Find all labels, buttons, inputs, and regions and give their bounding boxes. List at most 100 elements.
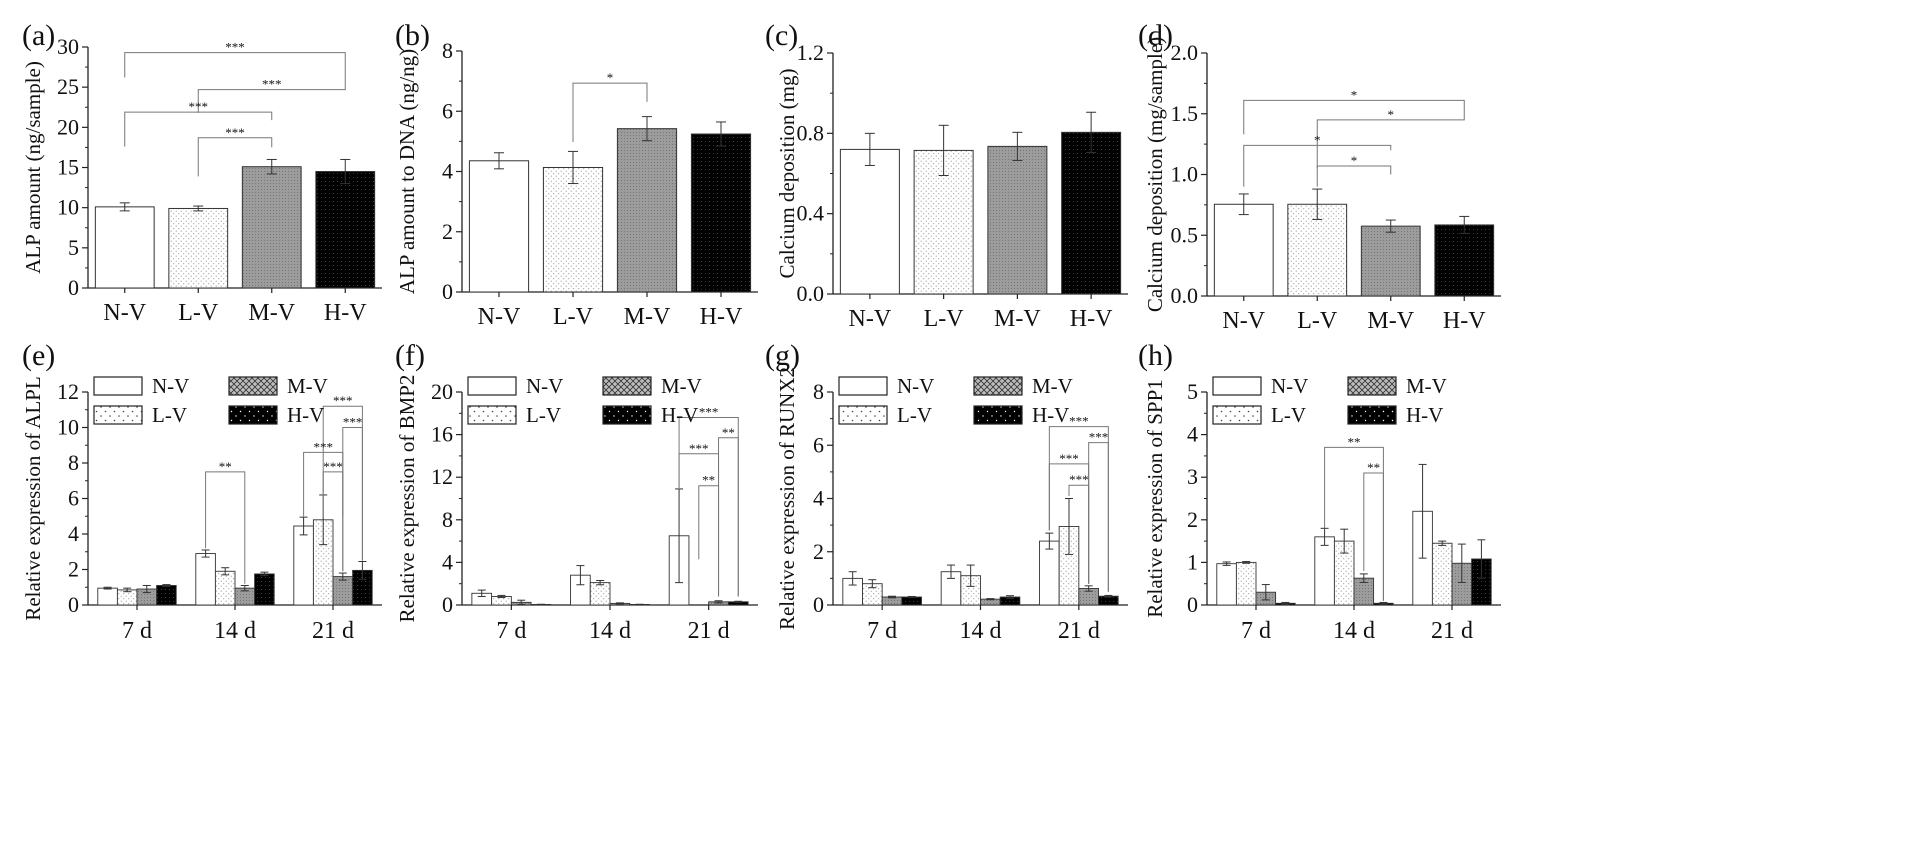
significance-label: ** bbox=[722, 425, 735, 440]
y-axis-label: Calcium deposition (mg) bbox=[775, 69, 799, 279]
x-tick-label: 21 d bbox=[1058, 618, 1100, 644]
legend-swatch-m-v bbox=[602, 376, 652, 396]
y-tick-label: 0 bbox=[68, 592, 79, 617]
bar-l-v bbox=[589, 582, 611, 606]
legend-swatch-l-v bbox=[1212, 405, 1262, 425]
legend-label: M-V bbox=[661, 374, 702, 398]
bar-n-v bbox=[839, 148, 900, 295]
x-tick-label: 21 d bbox=[312, 618, 354, 644]
y-tick-label: 2 bbox=[442, 219, 453, 244]
legend-swatch-h-v bbox=[1347, 405, 1397, 425]
panel-g: (g) 0 2 4 6 8 Relative expression of RUNX2 7 d 1… bbox=[765, 339, 1128, 644]
y-tick-label: 4 bbox=[813, 486, 824, 511]
panel-label: (d) bbox=[1138, 19, 1173, 52]
significance-label: * bbox=[607, 70, 614, 85]
y-tick-label: 4 bbox=[442, 549, 453, 574]
y-tick-label: 8 bbox=[813, 379, 824, 404]
y-tick-label: 0.5 bbox=[1171, 222, 1199, 247]
x-tick-label: H-V bbox=[700, 304, 743, 330]
y-tick-label: 5 bbox=[1187, 379, 1198, 404]
x-tick-label: L-V bbox=[1297, 308, 1338, 334]
y-tick-label: 20 bbox=[431, 379, 453, 404]
y-tick-label: 0.8 bbox=[797, 120, 825, 145]
panel-f: (f) 0 4 8 12 16 20 Relative expression of BMP2 7… bbox=[395, 339, 758, 644]
bar-l-v bbox=[168, 207, 229, 289]
x-tick-label: 14 d bbox=[960, 618, 1002, 644]
legend-label: H-V bbox=[1032, 403, 1069, 427]
y-tick-label: 20 bbox=[57, 114, 79, 139]
bar-n-v bbox=[468, 160, 530, 293]
bar-n-v bbox=[195, 553, 216, 606]
significance-bracket bbox=[124, 111, 273, 147]
significance-label: *** bbox=[225, 125, 245, 140]
y-tick-label: 6 bbox=[442, 98, 453, 123]
bar-m-v bbox=[241, 166, 302, 289]
bar-n-v bbox=[94, 206, 155, 289]
y-tick-label: 1.0 bbox=[1171, 162, 1199, 187]
panel-c: (c) 0.0 0.4 0.8 1.2 Calcium deposition (mg) N-… bbox=[765, 19, 1128, 332]
y-tick-label: 4 bbox=[1187, 422, 1198, 447]
legend-label: M-V bbox=[1032, 374, 1073, 398]
significance-label: * bbox=[1351, 153, 1358, 168]
x-tick-label: 14 d bbox=[214, 618, 256, 644]
legend-swatch-n-v bbox=[1212, 376, 1262, 396]
bar-h-v bbox=[901, 596, 922, 606]
y-tick-label: 8 bbox=[442, 38, 453, 63]
y-tick-label: 2 bbox=[813, 539, 824, 564]
legend-swatch-n-v bbox=[467, 376, 517, 396]
significance-label: *** bbox=[1089, 430, 1109, 445]
significance-label: *** bbox=[1059, 451, 1079, 466]
significance-bracket bbox=[124, 52, 346, 84]
y-axis-label: Relative expression of ALPL bbox=[21, 376, 45, 620]
x-tick-label: N-V bbox=[1222, 308, 1265, 334]
bar-n-v bbox=[1216, 563, 1237, 606]
y-tick-label: 1 bbox=[1187, 549, 1198, 574]
y-axis-label: ALP amount (ng/sample) bbox=[21, 61, 45, 274]
x-tick-label: M-V bbox=[994, 306, 1041, 332]
x-tick-label: 14 d bbox=[589, 618, 631, 644]
bar-m-v bbox=[987, 145, 1048, 295]
y-tick-label: 4 bbox=[442, 159, 453, 184]
bar-l-v bbox=[214, 570, 236, 606]
legend-swatch-m-v bbox=[973, 376, 1023, 396]
significance-label: *** bbox=[189, 99, 209, 114]
y-axis-label: Relative expression of RUNX2 bbox=[775, 367, 799, 630]
legend-swatch-l-v bbox=[467, 405, 517, 425]
legend-label: M-V bbox=[1406, 374, 1447, 398]
x-tick-label: 7 d bbox=[496, 618, 526, 644]
panel-label: (e) bbox=[22, 339, 55, 372]
bar-l-v bbox=[542, 166, 604, 293]
legend-label: N-V bbox=[897, 374, 934, 398]
panel-h: (h) 0 1 2 3 4 5 Relative expression of SPP1 7 d 1… bbox=[1138, 339, 1501, 644]
y-tick-label: 2.0 bbox=[1171, 40, 1199, 65]
x-tick-label: L-V bbox=[924, 306, 965, 332]
x-tick-label: 7 d bbox=[867, 618, 897, 644]
bar-h-v bbox=[1434, 224, 1495, 297]
panel-label: (a) bbox=[22, 19, 55, 52]
bar-m-v bbox=[332, 576, 354, 606]
significance-bracket bbox=[322, 471, 344, 572]
significance-bracket bbox=[698, 485, 720, 597]
y-tick-label: 0 bbox=[442, 592, 453, 617]
significance-label: *** bbox=[699, 405, 719, 420]
x-tick-label: N-V bbox=[478, 304, 521, 330]
significance-label: ** bbox=[702, 473, 715, 488]
y-tick-label: 12 bbox=[57, 379, 79, 404]
significance-bracket bbox=[342, 427, 363, 561]
bar-l-v bbox=[1431, 542, 1453, 606]
significance-label: *** bbox=[323, 459, 343, 474]
y-tick-label: 0.4 bbox=[797, 201, 825, 226]
y-tick-label: 12 bbox=[431, 464, 453, 489]
legend-label: H-V bbox=[661, 403, 698, 427]
legend-swatch-h-v bbox=[973, 405, 1023, 425]
significance-label: ** bbox=[219, 459, 232, 474]
significance-label: * bbox=[1351, 87, 1358, 102]
panel-label: (g) bbox=[765, 339, 800, 372]
x-tick-label: H-V bbox=[324, 300, 367, 326]
legend-label: H-V bbox=[1406, 403, 1443, 427]
bar-n-v bbox=[1213, 203, 1274, 297]
y-tick-label: 0 bbox=[442, 279, 453, 304]
significance-bracket bbox=[1316, 113, 1465, 169]
x-tick-label: H-V bbox=[1070, 306, 1113, 332]
y-axis-label: ALP amount to DNA (ng/ng) bbox=[395, 49, 419, 294]
